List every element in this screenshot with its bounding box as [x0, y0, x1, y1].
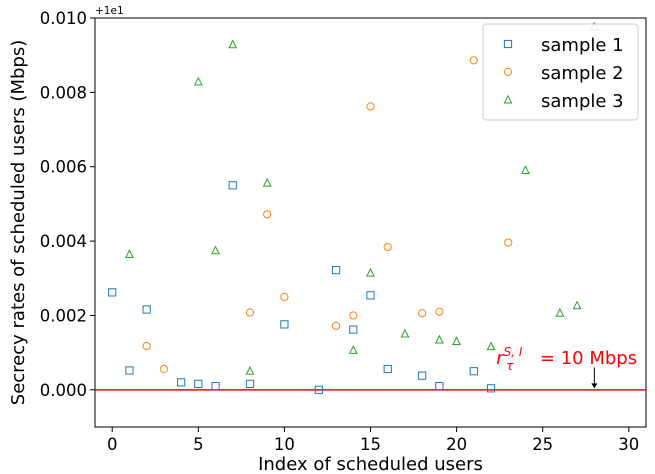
data-point	[383, 242, 392, 252]
data-point	[176, 378, 186, 387]
legend-label: sample 2	[541, 63, 624, 84]
data-point	[262, 177, 272, 187]
data-point	[418, 371, 427, 380]
data-point	[349, 325, 358, 334]
x-tick-label: 30	[618, 435, 639, 454]
data-point	[486, 341, 496, 351]
series-2	[142, 56, 513, 374]
data-point	[263, 210, 272, 219]
data-point	[194, 379, 203, 388]
data-point	[108, 288, 117, 297]
y-tick-label: 0.010	[40, 9, 87, 28]
y-tick-label: 0.008	[40, 83, 87, 102]
annotation-arrow-head	[591, 383, 598, 389]
data-point	[331, 321, 341, 330]
x-tick-label: 10	[274, 435, 295, 454]
x-tick-label: 0	[107, 435, 118, 454]
data-point	[211, 245, 220, 255]
y-tick-label: 0.004	[40, 232, 87, 251]
data-point	[228, 39, 238, 49]
x-tick-label: 20	[446, 435, 467, 454]
x-tick-label: 5	[193, 435, 204, 454]
series-1	[108, 181, 496, 394]
x-tick-label: 25	[532, 435, 553, 454]
data-point	[245, 308, 255, 317]
y-offset-label: +1e1	[95, 5, 124, 17]
y-tick-label: 0.000	[40, 381, 87, 400]
data-point	[142, 341, 151, 351]
data-point	[452, 336, 462, 345]
data-point	[366, 102, 375, 111]
data-point	[193, 76, 203, 86]
y-tick-label: 0.006	[40, 158, 87, 177]
data-point	[331, 265, 341, 275]
x-tick-label: 15	[360, 435, 381, 454]
data-point	[486, 384, 496, 393]
data-point	[366, 291, 375, 300]
data-point	[280, 320, 289, 329]
legend-label: sample 1	[541, 35, 624, 56]
y-tick-label: 0.002	[40, 306, 87, 325]
data-point	[435, 307, 444, 316]
legend-marker	[503, 94, 513, 104]
data-point	[521, 165, 530, 174]
data-point	[400, 328, 410, 338]
data-point	[125, 366, 134, 375]
data-point	[245, 379, 255, 388]
data-points-layer	[108, 21, 599, 394]
data-point	[159, 364, 168, 374]
data-point	[125, 249, 134, 258]
data-point	[211, 382, 220, 391]
axes-layer: 0 5 10 15 20 25 30 0.000 0.002 0.004 0.006 0.008 0.0…	[40, 9, 647, 454]
data-point	[435, 382, 444, 391]
data-point	[314, 385, 323, 394]
data-point	[348, 345, 358, 354]
data-point	[418, 309, 427, 318]
legend-marker	[503, 39, 513, 49]
series-3	[125, 21, 599, 375]
data-point	[349, 311, 358, 320]
y-axis-label: Secrecy rates of scheduled users (Mbps)	[8, 40, 29, 405]
data-point	[383, 364, 392, 374]
data-point	[280, 292, 289, 301]
data-point	[434, 334, 444, 344]
data-point	[228, 181, 237, 190]
data-point	[469, 367, 478, 376]
legend-label: sample 3	[541, 91, 624, 112]
data-point	[245, 365, 255, 375]
data-point	[504, 238, 513, 247]
data-point	[572, 300, 582, 310]
data-point	[366, 267, 375, 277]
legend: sample 1 sample 2 sample 3	[482, 23, 639, 121]
x-axis-label: Index of scheduled users	[258, 454, 483, 474]
legend-marker	[503, 67, 513, 77]
data-point	[142, 305, 151, 314]
data-point	[555, 307, 565, 317]
data-point	[469, 56, 478, 65]
legend-box	[482, 23, 639, 121]
